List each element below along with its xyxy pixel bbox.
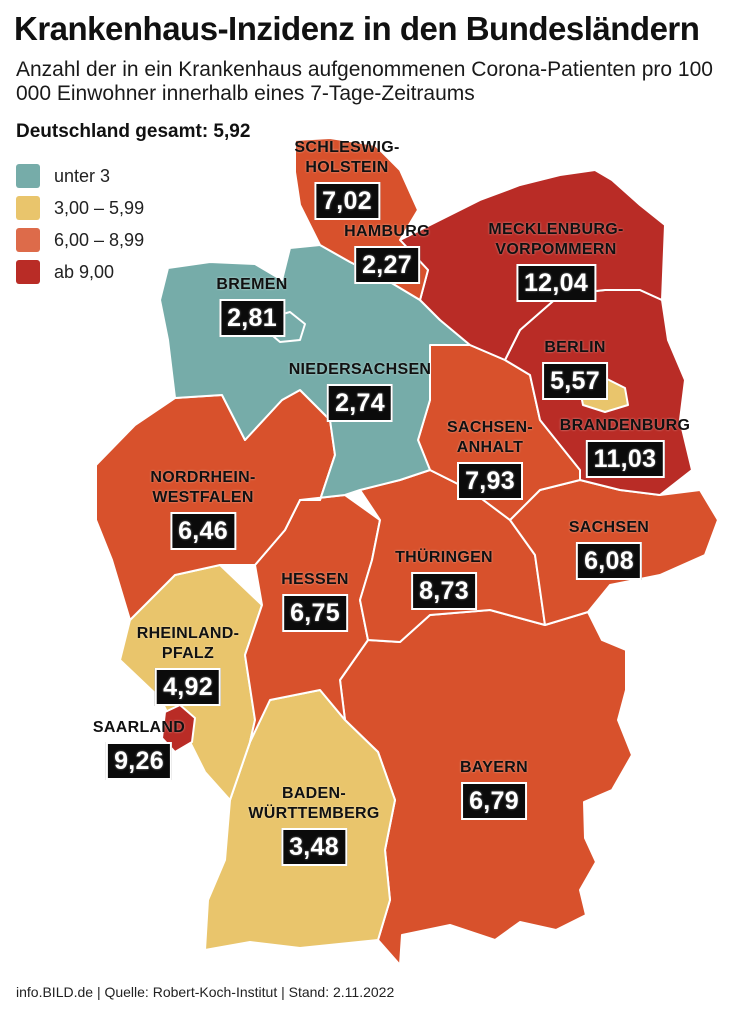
state-label-berlin: BERLIN 5,57 xyxy=(542,338,608,400)
state-value: 6,75 xyxy=(282,594,348,632)
state-name: SACHSEN- xyxy=(447,419,533,436)
legend-label: ab 9,00 xyxy=(54,261,115,282)
state-name: HESSEN xyxy=(281,571,349,588)
state-label-thueringen: THÜRINGEN 8,73 xyxy=(395,548,493,610)
legend-label: 3,00 – 5,99 xyxy=(54,197,145,218)
state-value: 5,57 xyxy=(542,362,608,400)
state-name: BERLIN xyxy=(544,339,606,356)
state-name: BREMEN xyxy=(216,276,288,293)
legend-swatch xyxy=(16,164,40,188)
state-name: NORDRHEIN- xyxy=(150,469,256,486)
state-name: RHEINLAND- xyxy=(136,625,240,642)
state-label-brandenburg: BRANDENBURG 11,03 xyxy=(560,416,690,478)
germany-total: Deutschland gesamt: 5,92 xyxy=(16,121,251,142)
state-name: BADEN- xyxy=(281,785,347,802)
state-value: 4,92 xyxy=(155,668,221,706)
state-name: BRANDENBURG xyxy=(559,417,691,434)
state-label-rheinland-pfalz: RHEINLAND- PFALZ 4,92 xyxy=(137,624,240,706)
state-value: 2,74 xyxy=(327,384,393,422)
state-label-hamburg: HAMBURG 2,27 xyxy=(344,222,430,284)
state-value: 6,79 xyxy=(461,782,527,820)
state-value: 12,04 xyxy=(515,264,597,302)
legend-swatch xyxy=(16,260,40,284)
state-label-hessen: HESSEN 6,75 xyxy=(281,570,349,632)
state-label-sachsen: SACHSEN 6,08 xyxy=(569,518,649,580)
state-value: 6,08 xyxy=(576,542,642,580)
legend-item-under-3: unter 3 xyxy=(16,160,144,192)
state-value: 9,26 xyxy=(106,742,172,780)
state-name: SCHLESWIG- xyxy=(294,139,400,156)
state-name: NIEDERSACHSEN xyxy=(288,361,432,378)
state-name: HOLSTEIN xyxy=(305,159,389,176)
state-name: SACHSEN xyxy=(568,519,650,536)
state-value: 3,48 xyxy=(281,828,347,866)
state-value: 2,27 xyxy=(354,246,420,284)
state-name: PFALZ xyxy=(161,645,215,662)
state-name: BAYERN xyxy=(460,759,528,776)
legend-label: unter 3 xyxy=(54,165,111,186)
map-title: Krankenhaus-Inzidenz in den Bundesländer… xyxy=(14,10,700,47)
state-name: WÜRTTEMBERG xyxy=(248,805,380,822)
state-value: 2,81 xyxy=(219,299,285,337)
state-label-sachsen-anhalt: SACHSEN- ANHALT 7,93 xyxy=(447,418,533,500)
state-label-mecklenburg-vorpommern: MECKLENBURG- VORPOMMERN 12,04 xyxy=(488,220,623,302)
state-value: 8,73 xyxy=(411,572,477,610)
state-value: 7,93 xyxy=(457,462,523,500)
source-footer: info.BILD.de | Quelle: Robert-Koch-Insti… xyxy=(16,984,395,1000)
state-name: VORPOMMERN xyxy=(495,241,617,258)
legend: unter 3 3,00 – 5,99 6,00 – 8,99 ab 9,00 xyxy=(16,160,144,288)
state-label-niedersachsen: NIEDERSACHSEN 2,74 xyxy=(289,360,432,422)
state-value: 11,03 xyxy=(585,440,665,478)
legend-label: 6,00 – 8,99 xyxy=(54,229,145,250)
state-label-bremen: BREMEN 2,81 xyxy=(216,275,287,337)
legend-item-6-to-8: 6,00 – 8,99 xyxy=(16,224,144,256)
legend-item-9-plus: ab 9,00 xyxy=(16,256,144,288)
map-subtitle: Anzahl der in ein Krankenhaus aufgenomme… xyxy=(16,58,713,105)
legend-swatch xyxy=(16,228,40,252)
state-name: SAARLAND xyxy=(92,719,186,736)
state-name: ANHALT xyxy=(456,439,524,456)
state-label-nordrhein-westfalen: NORDRHEIN- WESTFALEN 6,46 xyxy=(150,468,255,550)
legend-swatch xyxy=(16,196,40,220)
state-name: HAMBURG xyxy=(344,223,430,240)
state-value: 6,46 xyxy=(170,512,236,550)
legend-item-3-to-5: 3,00 – 5,99 xyxy=(16,192,144,224)
state-value: 7,02 xyxy=(314,182,380,220)
state-label-bayern: BAYERN 6,79 xyxy=(460,758,528,820)
state-label-saarland: SAARLAND 9,26 xyxy=(93,718,185,780)
state-name: WESTFALEN xyxy=(152,489,254,506)
state-label-schleswig-holstein: SCHLESWIG- HOLSTEIN 7,02 xyxy=(294,138,399,220)
state-label-baden-wuerttemberg: BADEN- WÜRTTEMBERG 3,48 xyxy=(248,784,379,866)
state-name: THÜRINGEN xyxy=(395,549,493,566)
state-name: MECKLENBURG- xyxy=(488,221,624,238)
